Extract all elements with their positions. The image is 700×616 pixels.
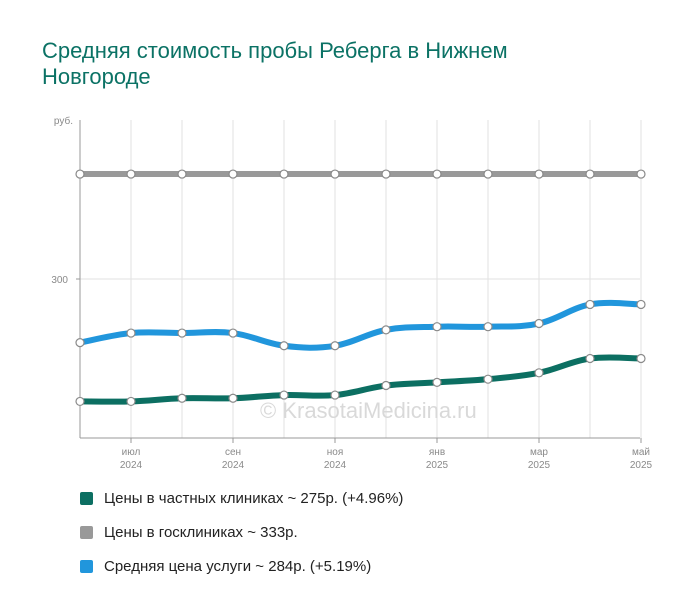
- series-2-point: [381, 169, 391, 179]
- series-2-point: [228, 169, 238, 179]
- series-3-point: [279, 341, 289, 351]
- x-tick-year-label: 2025: [528, 460, 551, 471]
- y-unit-label: руб.: [54, 115, 73, 127]
- series-1-point: [330, 390, 340, 400]
- series-2-point: [585, 169, 595, 179]
- chart-title: Средняя стоимость пробы Реберга в Нижнем…: [42, 38, 508, 89]
- series-3-point: [228, 328, 238, 338]
- series-2-point: [75, 169, 85, 179]
- series-2-point: [279, 169, 289, 179]
- series-3-point: [381, 325, 391, 335]
- series-2-point: [534, 169, 544, 179]
- series-line-3: [77, 299, 644, 351]
- series-3-point: [330, 341, 340, 351]
- x-tick-label: мар: [530, 447, 548, 458]
- series-3-point: [585, 299, 595, 310]
- series-1-point: [75, 396, 85, 407]
- series-3-point: [75, 338, 85, 348]
- series-1-point: [483, 374, 493, 384]
- x-tick-year-label: 2024: [120, 460, 143, 471]
- x-tick-year-label: 2024: [324, 460, 347, 471]
- legend-swatch: [80, 525, 93, 539]
- series-line-1: [77, 354, 644, 405]
- x-tick-year-label: 2025: [426, 460, 449, 471]
- series-3-point: [636, 299, 646, 310]
- watermark-text: © KrasotaiMedicina.ru: [260, 398, 477, 423]
- series-3-point: [432, 322, 442, 332]
- legend-swatch: [80, 491, 93, 505]
- legend-label: Цены в частных клиниках ~ 275р. (+4.96%): [104, 489, 404, 507]
- legend-item: Цены в частных клиниках ~ 275р. (+4.96%): [80, 488, 403, 508]
- series-1-point: [636, 353, 646, 364]
- y-tick-label: 300: [51, 275, 68, 286]
- x-tick-year-label: 2025: [630, 460, 653, 471]
- series-1-point: [534, 368, 544, 378]
- x-tick-label: июл: [122, 447, 141, 458]
- legend-label: Средняя цена услуги ~ 284р. (+5.19%): [104, 557, 372, 575]
- x-tick-year-label: 2024: [222, 460, 245, 471]
- series-1-point: [279, 390, 289, 400]
- series-2-point: [330, 169, 340, 179]
- series-1-point: [126, 396, 136, 407]
- series-3-point: [126, 328, 136, 338]
- x-tick-label: ноя: [327, 447, 344, 458]
- series-3-point: [534, 318, 544, 329]
- x-tick-label: янв: [429, 447, 445, 458]
- series-1-point: [228, 393, 238, 403]
- series-1-point: [381, 380, 391, 391]
- series-1-point: [177, 393, 187, 403]
- series-2-point: [432, 169, 442, 179]
- legend-swatch: [80, 559, 93, 573]
- x-tick-label: сен: [225, 447, 241, 458]
- series-3-point: [177, 328, 187, 338]
- series-3-point: [483, 322, 493, 332]
- series-1-point: [585, 353, 595, 364]
- x-tick-label: май: [632, 447, 650, 458]
- series-2-point: [483, 169, 493, 179]
- legend-label: Цены в госклиниках ~ 333р.: [104, 523, 298, 541]
- line-chart: руб. 300 июл 2024 сен 2024 ноя 2024 янв 2025 мар 20…: [51, 115, 653, 471]
- series-2-point: [177, 169, 187, 179]
- legend-item: Цены в госклиниках ~ 333р.: [80, 522, 403, 542]
- series-2-point: [126, 169, 136, 179]
- chart-legend: Цены в частных клиниках ~ 275р. (+4.96%)…: [80, 488, 403, 590]
- series-1-point: [432, 377, 442, 387]
- legend-item: Средняя цена услуги ~ 284р. (+5.19%): [80, 556, 403, 576]
- series-2-point: [636, 169, 646, 179]
